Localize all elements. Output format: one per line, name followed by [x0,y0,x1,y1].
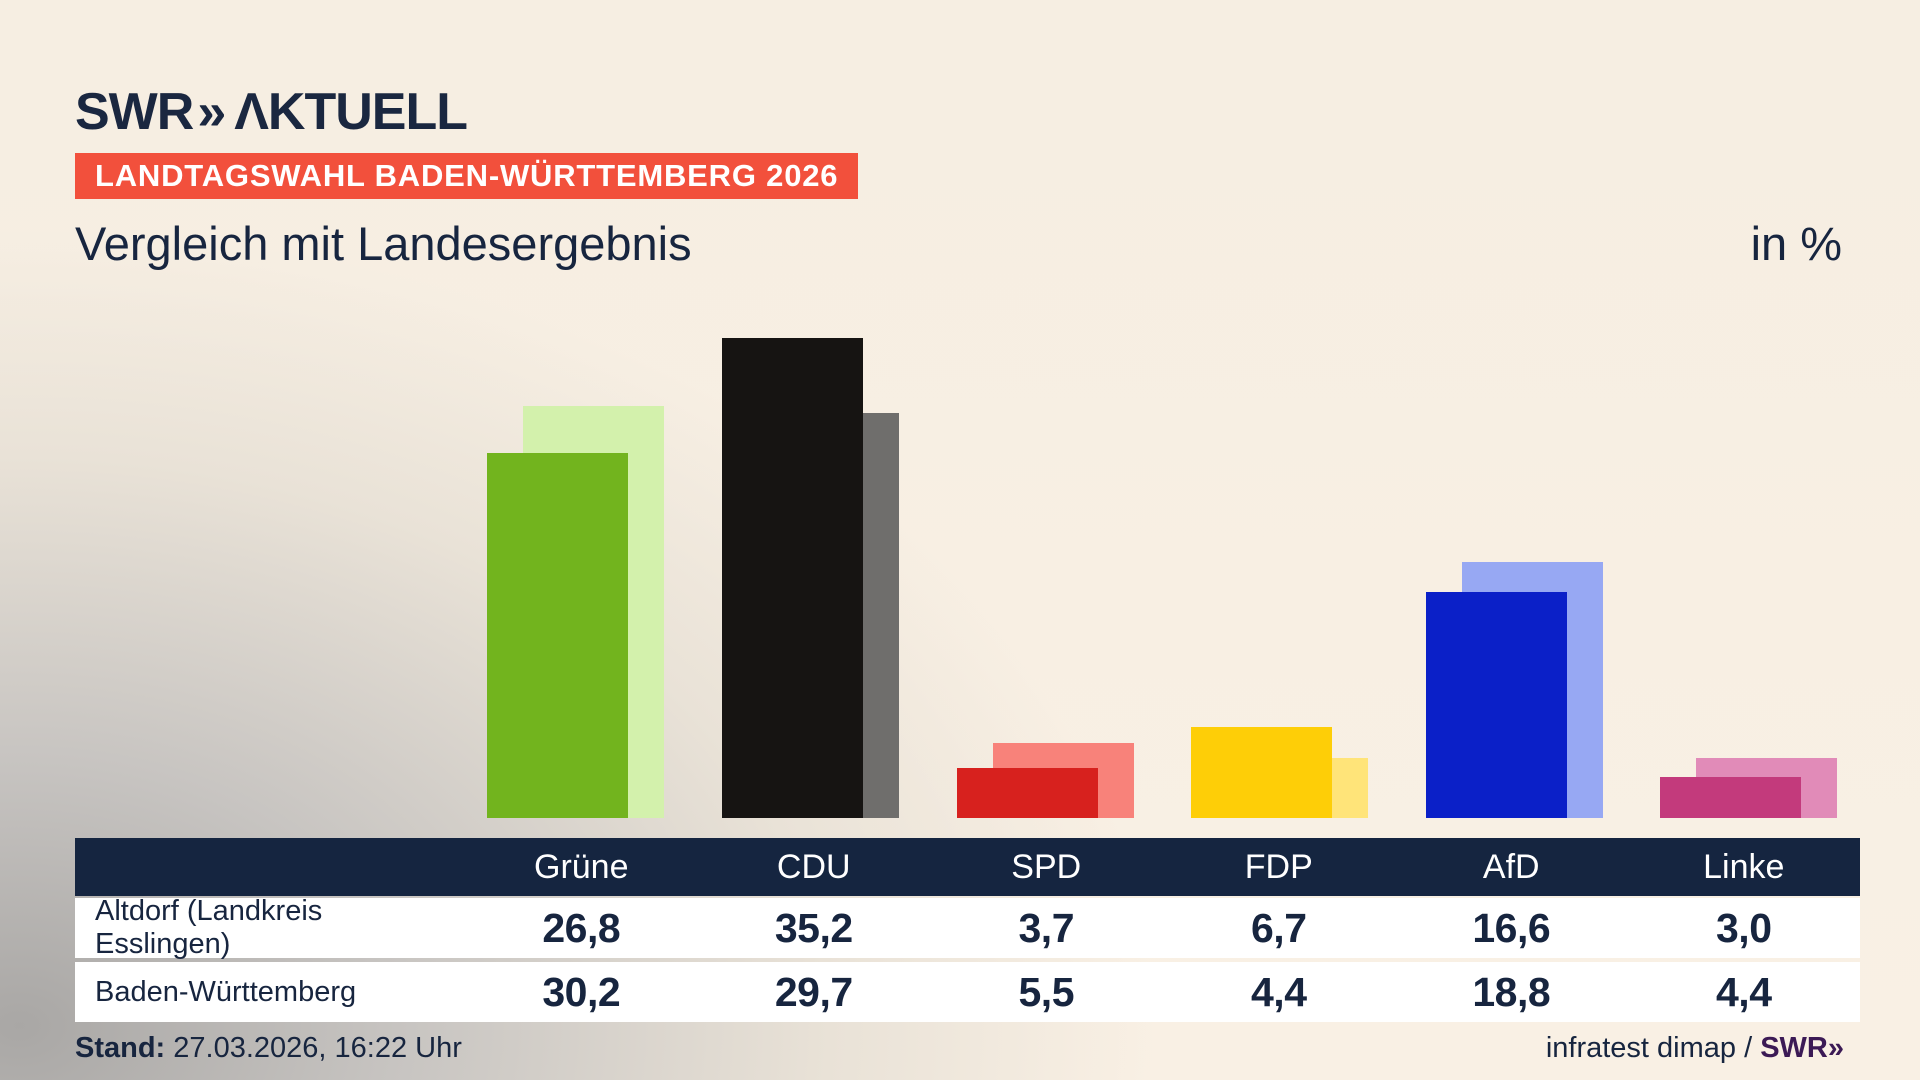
page-title: Vergleich mit Landesergebnis [75,217,692,270]
row-label-state: Baden-Württemberg [95,975,357,1008]
table-header-empty-cell [75,838,465,896]
value-municipality-spd: 3,7 [1018,904,1075,951]
bar-spd-municipality [957,768,1098,818]
timestamp: Stand: 27.03.2026, 16:22 Uhr [75,1032,462,1065]
table-row-municipality: Altdorf (Landkreis Esslingen) 26,8 35,2 … [75,895,1860,960]
value-municipality-cdu: 35,2 [774,904,853,951]
value-state-fdp: 4,4 [1251,968,1307,1015]
column-header-spd: SPD [1011,847,1082,886]
column-header-gruene: Grüne [534,847,629,886]
table-header-row: Grüne CDU SPD FDP AfD Linke [75,838,1860,896]
column-header-linke: Linke [1703,847,1785,886]
value-state-linke: 4,4 [1716,968,1772,1015]
bar-linke-municipality [1660,777,1801,818]
stand-label: Stand: [75,1032,166,1064]
table-row-state: Baden-Württemberg 30,2 29,7 5,5 4,4 18,8… [75,962,1860,1022]
stand-value: 27.03.2026, 16:22 Uhr [165,1032,462,1064]
logo-swr-text: SWR [75,83,194,141]
value-state-spd: 5,5 [1018,968,1075,1015]
election-banner: LANDTAGSWAHL BADEN-WÜRTTEMBERG 2026 [75,153,859,199]
bar-cdu-municipality [722,338,863,818]
column-header-cdu: CDU [776,847,851,886]
value-state-cdu: 29,7 [774,968,853,1015]
logo-chevrons-icon: » [197,83,226,141]
swr-aktuell-logo: SWR » ΛKTUELL [75,82,468,142]
source-chevrons-icon: » [1827,1032,1844,1064]
column-header-afd: AfD [1482,847,1540,886]
column-header-fdp: FDP [1244,847,1313,886]
value-municipality-afd: 16,6 [1472,904,1551,951]
source-swr-logo: SWR» [1760,1032,1844,1064]
bar-grüne-municipality [487,453,628,818]
value-municipality-gruene: 26,8 [542,904,621,951]
source-credit: infratest dimap / SWR» [1545,1032,1844,1065]
source-text: infratest dimap / [1545,1032,1761,1064]
value-municipality-fdp: 6,7 [1251,904,1307,951]
value-state-gruene: 30,2 [542,968,621,1015]
logo-product-text: ΛKTUELL [234,83,468,141]
bar-afd-municipality [1426,592,1567,818]
value-state-afd: 18,8 [1472,968,1551,1015]
unit-label: in % [1750,217,1842,270]
row-label-municipality: Altdorf (Landkreis Esslingen) [95,895,323,960]
value-municipality-linke: 3,0 [1716,904,1772,951]
bar-fdp-municipality [1191,727,1332,818]
